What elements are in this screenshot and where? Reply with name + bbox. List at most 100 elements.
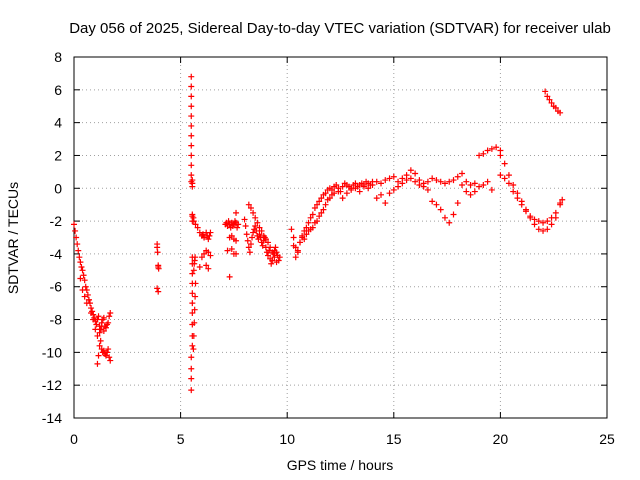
data-point	[189, 183, 196, 190]
data-point	[407, 175, 414, 182]
data-point	[94, 332, 101, 339]
data-point	[246, 249, 253, 256]
data-point	[548, 214, 555, 221]
x-axis-label: GPS time / hours	[287, 457, 394, 473]
data-point	[78, 264, 85, 271]
grid	[74, 57, 607, 418]
data-point	[188, 132, 195, 139]
series-early-low	[94, 337, 114, 367]
data-point	[88, 309, 95, 316]
data-point	[243, 231, 250, 238]
data-point	[510, 188, 517, 195]
x-tick-label: 15	[386, 431, 402, 447]
data-point	[194, 224, 201, 231]
data-point	[296, 239, 303, 246]
data-point	[416, 181, 423, 188]
data-point	[480, 150, 487, 157]
series-early-descent	[71, 221, 114, 333]
data-point	[318, 195, 325, 202]
data-point	[269, 249, 276, 256]
y-tick-label: -14	[42, 410, 62, 426]
data-point	[557, 109, 564, 116]
data-point	[318, 209, 325, 216]
data-point	[254, 219, 261, 226]
data-point	[155, 288, 162, 295]
data-point	[82, 283, 89, 290]
data-point	[546, 96, 553, 103]
data-point	[98, 323, 105, 330]
series-hour-14-19-lower	[373, 175, 495, 226]
data-point	[454, 200, 461, 207]
y-tick-label: -12	[42, 377, 62, 393]
data-point	[339, 183, 346, 190]
y-tick-label: -8	[50, 312, 63, 328]
data-point	[373, 178, 380, 185]
data-point	[228, 245, 235, 252]
data-point	[77, 275, 84, 282]
data-point	[365, 185, 372, 192]
y-tick-label: -4	[50, 246, 63, 262]
data-point	[463, 178, 470, 185]
data-point	[322, 190, 329, 197]
data-point	[72, 227, 79, 234]
y-tick-label: -2	[50, 213, 63, 229]
data-point	[262, 236, 269, 243]
data-point	[192, 280, 199, 287]
data-point	[188, 152, 195, 159]
data-point	[301, 236, 308, 243]
data-point	[83, 300, 90, 307]
data-point	[339, 195, 346, 202]
y-tick-label: 4	[54, 115, 62, 131]
data-point	[378, 180, 385, 187]
data-point	[102, 324, 109, 331]
data-point	[154, 249, 161, 256]
data-point	[188, 93, 195, 100]
data-point	[271, 254, 278, 261]
data-point	[84, 291, 91, 298]
data-point	[429, 198, 436, 205]
data-point	[201, 250, 208, 257]
data-point	[189, 290, 196, 297]
data-point	[90, 316, 97, 323]
data-point	[552, 104, 559, 111]
data-point	[242, 223, 249, 230]
data-point	[446, 219, 453, 226]
data-point	[77, 259, 84, 266]
series-hour-20-23	[497, 152, 566, 234]
x-tick-label: 5	[177, 431, 185, 447]
data-point	[437, 206, 444, 213]
data-point	[75, 247, 82, 254]
data-point	[484, 178, 491, 185]
data-point	[188, 73, 195, 80]
data-point	[505, 180, 512, 187]
data-point	[81, 293, 88, 300]
data-point	[107, 309, 114, 316]
y-tick-label: -10	[42, 344, 62, 360]
data-point	[198, 254, 205, 261]
series-hour-7	[222, 209, 242, 280]
data-point	[100, 328, 107, 335]
data-point	[290, 234, 297, 241]
data-point	[79, 287, 86, 294]
data-point	[454, 173, 461, 180]
series-spike-5.5	[188, 73, 196, 394]
data-point	[250, 229, 257, 236]
data-point	[80, 272, 87, 279]
data-point	[441, 180, 448, 187]
series-early-spread	[77, 275, 107, 339]
data-point	[316, 213, 323, 220]
data-point	[450, 211, 457, 218]
data-point	[267, 244, 274, 251]
data-point	[155, 265, 162, 272]
x-tick-label: 25	[599, 431, 615, 447]
data-point	[540, 227, 547, 234]
data-point	[205, 236, 212, 243]
data-point	[96, 329, 103, 336]
x-tick-label: 0	[70, 431, 78, 447]
data-point	[480, 181, 487, 188]
data-point	[106, 313, 113, 320]
data-point	[97, 326, 104, 333]
y-tick-label: 8	[54, 49, 62, 65]
data-point	[290, 242, 297, 249]
